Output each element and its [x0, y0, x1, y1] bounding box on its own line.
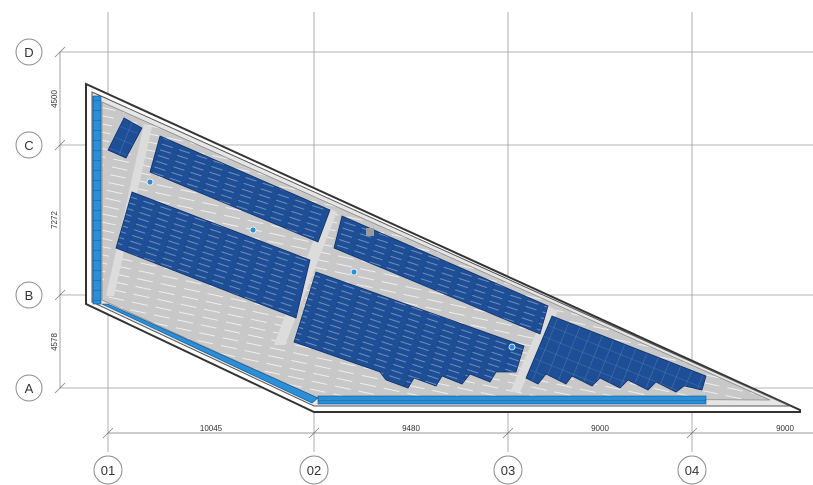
grid-label-b: B: [25, 288, 34, 303]
roof-slab: [85, 82, 801, 413]
grid-bubble-04: 04: [677, 455, 707, 485]
pv-arrays: [107, 117, 707, 393]
grid-label-03: 03: [501, 463, 515, 478]
grid-bubble-02: 02: [299, 455, 329, 485]
drain-marker: [249, 226, 257, 234]
grid-bubble-b: B: [15, 281, 43, 309]
drain-marker: [146, 178, 154, 186]
row-bubbles: D C B A: [15, 38, 43, 402]
vertical-dimensions: 4500 7272 4578: [50, 46, 66, 394]
horizontal-dimensions: 10045 9480 9000 9000: [102, 424, 813, 439]
dimension-04-edge: 9000: [776, 424, 794, 433]
grid-bubble-d: D: [15, 38, 43, 66]
roof-drains: [146, 178, 516, 351]
pv-array-lower-left: [115, 191, 311, 319]
grid-label-c: C: [24, 138, 33, 153]
grid-bubble-a: A: [15, 374, 43, 402]
dimension-b-a: 4578: [50, 333, 59, 351]
gutter-bottom: [317, 395, 707, 405]
column-bubbles: 01 02 03 04: [93, 455, 707, 485]
walkway-right: [510, 306, 558, 392]
pv-array-upper-middle: [333, 215, 549, 335]
pv-array-lower-middle: [293, 271, 525, 389]
pv-array-right: [525, 315, 707, 393]
grid-bubble-01: 01: [93, 455, 123, 485]
pv-array-upper-left: [149, 135, 331, 243]
gutter-left: [92, 95, 102, 305]
grid-label-d: D: [24, 45, 33, 60]
grid-bubble-03: 03: [493, 455, 523, 485]
gutters: [92, 95, 707, 405]
grid-bubble-c: C: [15, 131, 43, 159]
grid-label-02: 02: [307, 463, 321, 478]
dimension-d-c: 4500: [50, 90, 59, 108]
drain-marker: [508, 343, 516, 351]
grid-label-a: A: [25, 381, 34, 396]
dimension-02-03: 9480: [402, 424, 420, 433]
drain-marker: [350, 268, 358, 276]
grid-label-04: 04: [685, 463, 699, 478]
grid-label-01: 01: [101, 463, 115, 478]
pv-array-small-corner: [107, 117, 143, 159]
dimension-c-b: 7272: [50, 211, 59, 229]
roof-hatch-box: [366, 228, 374, 236]
dimension-01-02: 10045: [200, 424, 223, 433]
dimension-03-04: 9000: [591, 424, 609, 433]
